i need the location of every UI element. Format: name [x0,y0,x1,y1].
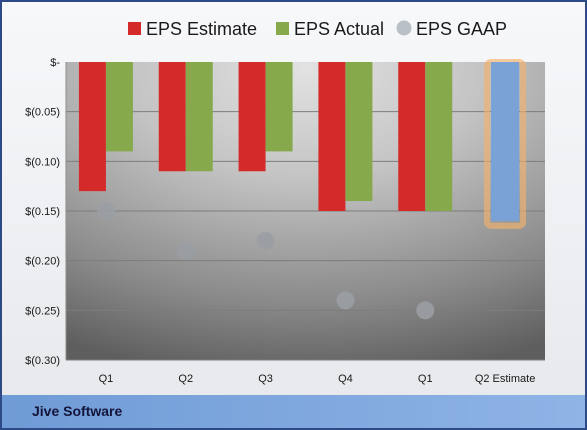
y-tick-label: $(0.25) [25,305,60,317]
x-tick-label: Q2 [178,373,193,385]
point-eps-gaap [96,202,115,220]
y-tick-label: $(0.15) [25,206,60,218]
x-tick-label: Q4 [338,373,353,385]
bar-eps-estimate [238,62,266,172]
bar-eps-actual [105,62,133,152]
bar-eps-estimate [318,62,346,211]
legend-label-actual: EPS Actual [294,19,384,39]
point-eps-gaap [416,301,435,320]
footer-band [2,395,585,428]
legend-swatch-actual [276,22,289,35]
x-axis: Q1 Q2 Q3 Q4 Q1 Q2 Estimate [99,373,536,385]
bar-eps-forecast [491,62,520,221]
bar-series [78,59,527,229]
bar-eps-actual [425,62,453,211]
x-tick-label: Q2 Estimate [475,373,536,385]
y-tick-label: $(0.10) [25,156,60,168]
gaap-series [96,202,435,320]
y-tick-label: $(0.30) [25,355,60,367]
legend-marker-gaap [396,20,412,36]
bar-eps-actual [185,62,213,172]
bar-eps-actual [345,62,373,202]
x-tick-label: Q1 [99,373,114,385]
y-tick-label: $(0.05) [25,107,60,119]
bar-eps-estimate [78,62,106,192]
y-tick-label: $(0.20) [25,256,60,268]
legend-swatch-estimate [128,22,141,35]
bar-eps-actual [265,62,293,152]
y-axis: $- $(0.05) $(0.10) $(0.15) $(0.20) $(0.25) $(0… [25,57,60,367]
point-eps-gaap [176,241,195,260]
bar-eps-estimate [158,62,186,172]
x-tick-label: Q1 [418,373,433,385]
bar-eps-estimate [398,62,426,211]
company-name: Jive Software [32,403,122,419]
legend: EPS Estimate EPS Actual EPS GAAP [128,19,507,39]
point-eps-gaap [336,291,355,310]
legend-label-estimate: EPS Estimate [146,19,257,39]
legend-label-gaap: EPS GAAP [416,19,507,39]
y-tick-label: $- [50,57,60,69]
x-tick-label: Q3 [258,373,273,385]
gridlines [65,62,545,361]
point-eps-gaap [256,231,275,250]
